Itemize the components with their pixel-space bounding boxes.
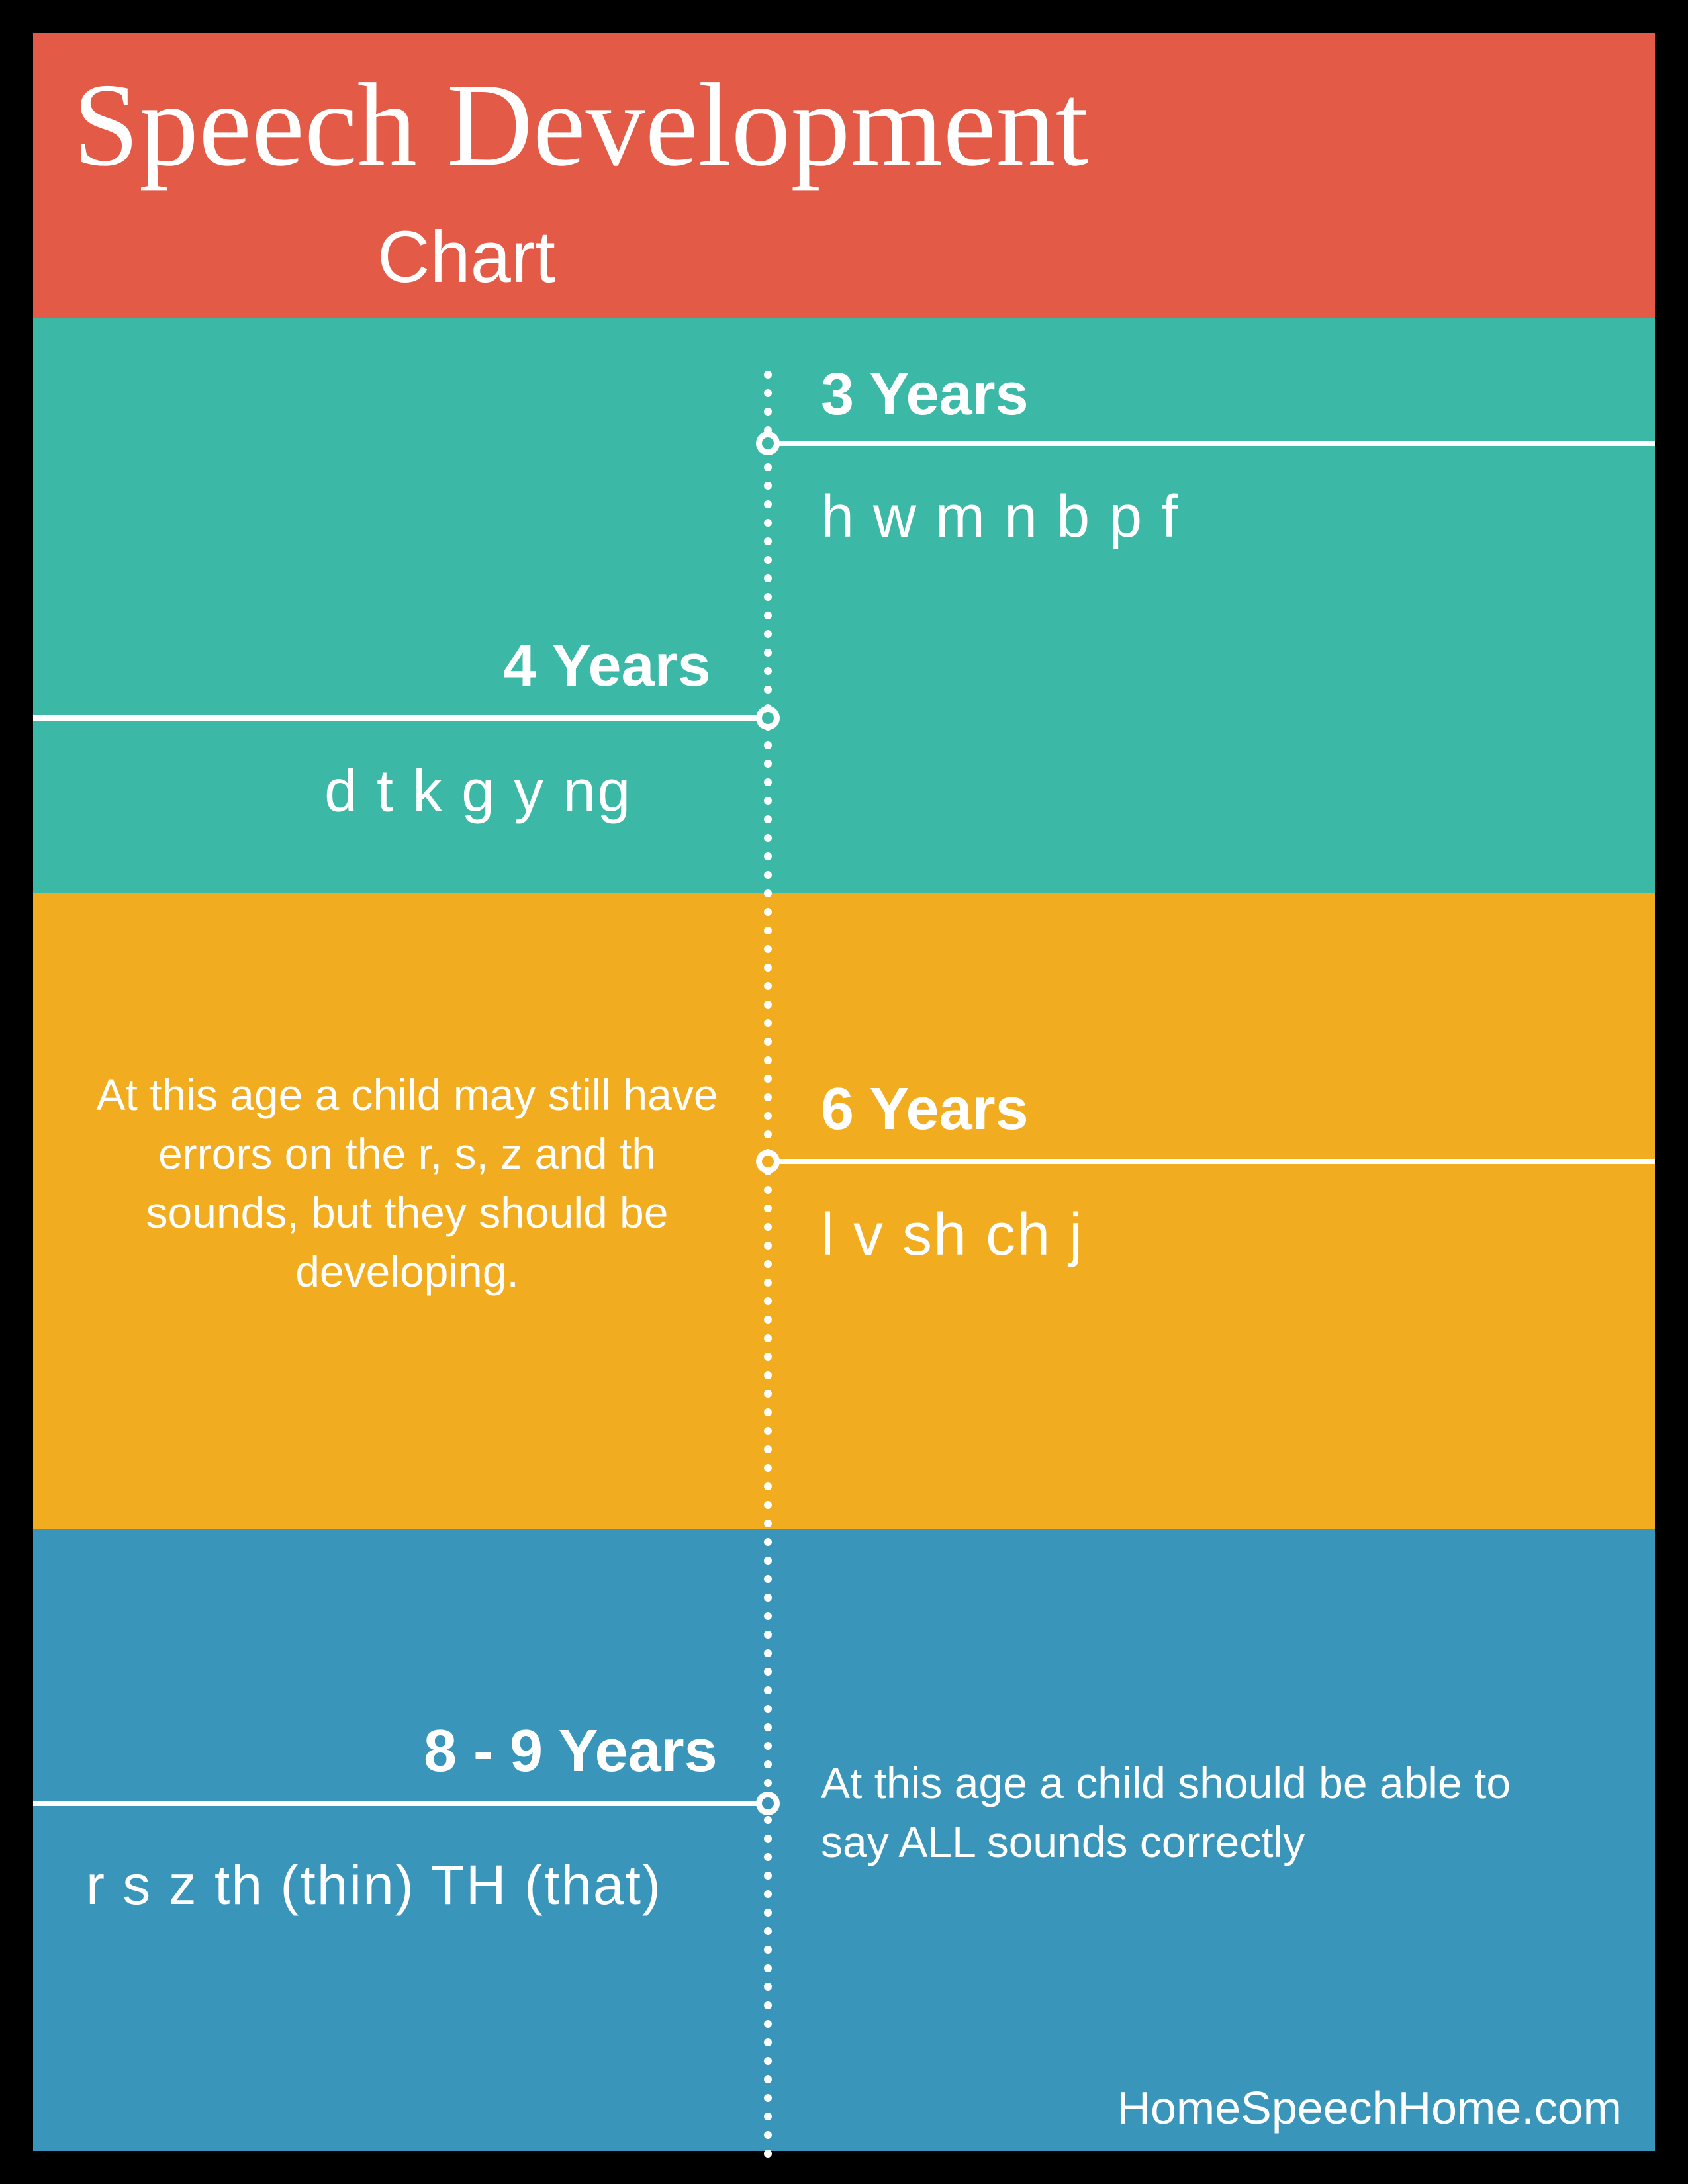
age6-node-inner <box>762 1156 774 1167</box>
age89-node <box>756 1792 780 1815</box>
age3-rule <box>768 441 1655 446</box>
age3-sounds: h w m n b p f <box>821 483 1179 551</box>
age6-note: At this age a child may still have error… <box>86 1066 728 1301</box>
age6-node <box>756 1150 780 1173</box>
age6-label: 6 Years <box>821 1075 1029 1144</box>
age4-rule <box>33 715 768 721</box>
page: Speech Development Chart 3 Years h w m n … <box>33 33 1655 2151</box>
title-subtitle: Chart <box>377 215 555 299</box>
footer-text: HomeSpeechHome.com <box>33 2081 1622 2134</box>
age89-rule <box>33 1801 768 1806</box>
age3-node-inner <box>762 437 774 449</box>
age6-rule <box>768 1159 1655 1164</box>
age89-label: 8 - 9 Years <box>424 1717 718 1786</box>
age89-node-inner <box>762 1797 774 1809</box>
age89-sounds: r s z th (thin) TH (that) <box>86 1853 662 1917</box>
age4-sounds: d t k g y ng <box>324 758 632 826</box>
age4-node <box>756 706 780 730</box>
age4-label: 4 Years <box>503 632 711 700</box>
age6-sounds: l v sh ch j <box>821 1201 1084 1269</box>
age3-node <box>756 432 780 455</box>
title-script: Speech Development <box>73 56 1088 193</box>
age3-label: 3 Years <box>821 361 1029 429</box>
age4-node-inner <box>762 712 774 724</box>
age89-note: At this age a child should be able to sa… <box>821 1754 1549 1872</box>
